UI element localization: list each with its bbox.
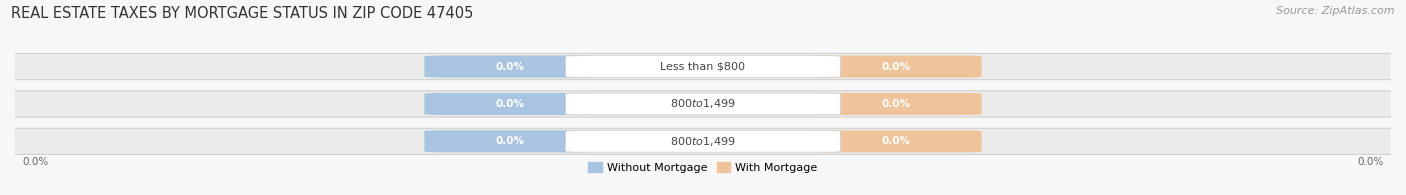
FancyBboxPatch shape bbox=[0, 53, 1406, 80]
FancyBboxPatch shape bbox=[810, 56, 981, 78]
Text: 0.0%: 0.0% bbox=[882, 136, 910, 146]
Text: 0.0%: 0.0% bbox=[882, 62, 910, 72]
FancyBboxPatch shape bbox=[810, 130, 981, 152]
Legend: Without Mortgage, With Mortgage: Without Mortgage, With Mortgage bbox=[583, 158, 823, 177]
FancyBboxPatch shape bbox=[565, 130, 841, 152]
Text: $800 to $1,499: $800 to $1,499 bbox=[671, 98, 735, 110]
Text: REAL ESTATE TAXES BY MORTGAGE STATUS IN ZIP CODE 47405: REAL ESTATE TAXES BY MORTGAGE STATUS IN … bbox=[11, 6, 474, 21]
FancyBboxPatch shape bbox=[425, 93, 596, 115]
FancyBboxPatch shape bbox=[810, 93, 981, 115]
Text: Source: ZipAtlas.com: Source: ZipAtlas.com bbox=[1277, 6, 1395, 16]
Text: Less than $800: Less than $800 bbox=[661, 62, 745, 72]
Text: 0.0%: 0.0% bbox=[882, 99, 910, 109]
FancyBboxPatch shape bbox=[565, 56, 841, 77]
FancyBboxPatch shape bbox=[0, 91, 1406, 117]
FancyBboxPatch shape bbox=[425, 130, 596, 152]
FancyBboxPatch shape bbox=[0, 128, 1406, 154]
Text: 0.0%: 0.0% bbox=[22, 157, 48, 167]
Text: 0.0%: 0.0% bbox=[496, 99, 524, 109]
Text: $800 to $1,499: $800 to $1,499 bbox=[671, 135, 735, 148]
Text: 0.0%: 0.0% bbox=[496, 62, 524, 72]
FancyBboxPatch shape bbox=[425, 56, 596, 78]
Text: 0.0%: 0.0% bbox=[496, 136, 524, 146]
FancyBboxPatch shape bbox=[565, 93, 841, 115]
Text: 0.0%: 0.0% bbox=[1358, 157, 1384, 167]
